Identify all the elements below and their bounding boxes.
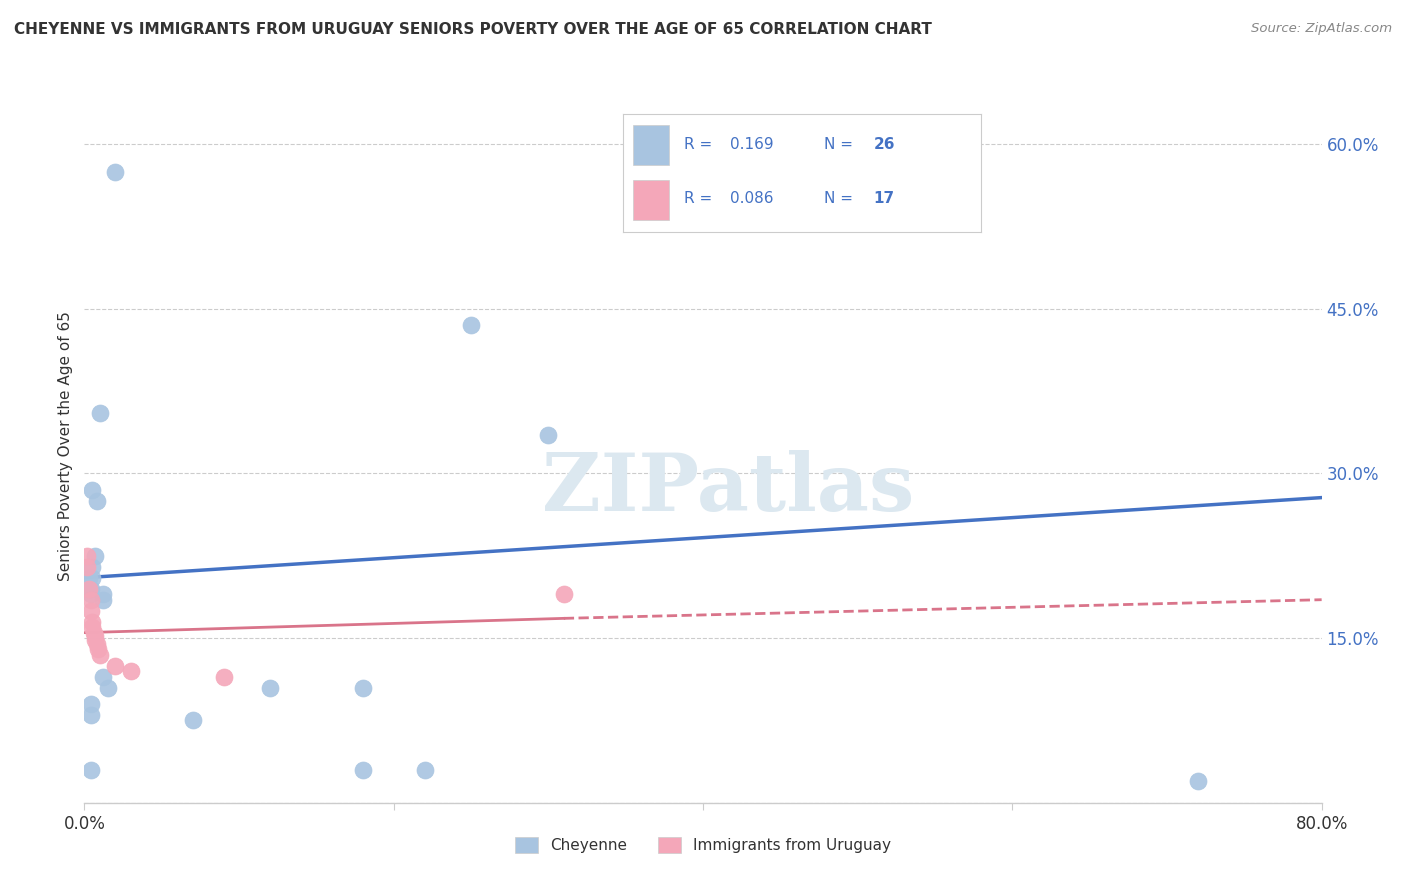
Point: [86, 494, 108, 508]
Point: [79, 582, 101, 596]
Point: [91, 592, 114, 607]
Point: [79, 587, 101, 601]
Point: [84, 549, 107, 563]
Point: [77, 571, 100, 585]
Point: [79, 604, 101, 618]
Text: ZIPatlas: ZIPatlas: [541, 450, 914, 528]
Point: [79, 592, 101, 607]
Point: [104, 658, 127, 673]
Point: [181, 714, 204, 728]
Point: [84, 629, 107, 643]
Point: [76, 549, 98, 563]
Point: [79, 697, 101, 711]
Point: [86, 637, 108, 651]
Point: [212, 669, 235, 683]
Point: [84, 633, 107, 648]
Point: [352, 681, 374, 695]
Point: [460, 318, 482, 333]
Point: [553, 587, 575, 601]
Point: [413, 763, 436, 777]
Point: [91, 587, 114, 601]
Point: [79, 708, 101, 723]
Point: [82, 571, 104, 585]
Point: [120, 664, 142, 678]
Point: [77, 582, 100, 596]
Point: [87, 642, 110, 657]
Y-axis label: Seniors Poverty Over the Age of 65: Seniors Poverty Over the Age of 65: [58, 311, 73, 581]
Point: [79, 763, 101, 777]
Text: CHEYENNE VS IMMIGRANTS FROM URUGUAY SENIORS POVERTY OVER THE AGE OF 65 CORRELATI: CHEYENNE VS IMMIGRANTS FROM URUGUAY SENI…: [14, 22, 932, 37]
Point: [91, 669, 114, 683]
Point: [97, 681, 120, 695]
Point: [82, 559, 104, 574]
Point: [1187, 773, 1209, 788]
Point: [83, 625, 105, 640]
Legend: Cheyenne, Immigrants from Uruguay: Cheyenne, Immigrants from Uruguay: [509, 831, 897, 859]
Point: [104, 164, 127, 178]
Point: [537, 428, 560, 442]
Point: [82, 620, 104, 634]
Text: Source: ZipAtlas.com: Source: ZipAtlas.com: [1251, 22, 1392, 36]
Point: [352, 763, 374, 777]
Point: [89, 406, 111, 420]
Point: [259, 681, 281, 695]
Point: [77, 582, 100, 596]
Point: [82, 615, 104, 629]
Point: [82, 483, 104, 497]
Point: [76, 559, 98, 574]
Point: [89, 648, 111, 662]
